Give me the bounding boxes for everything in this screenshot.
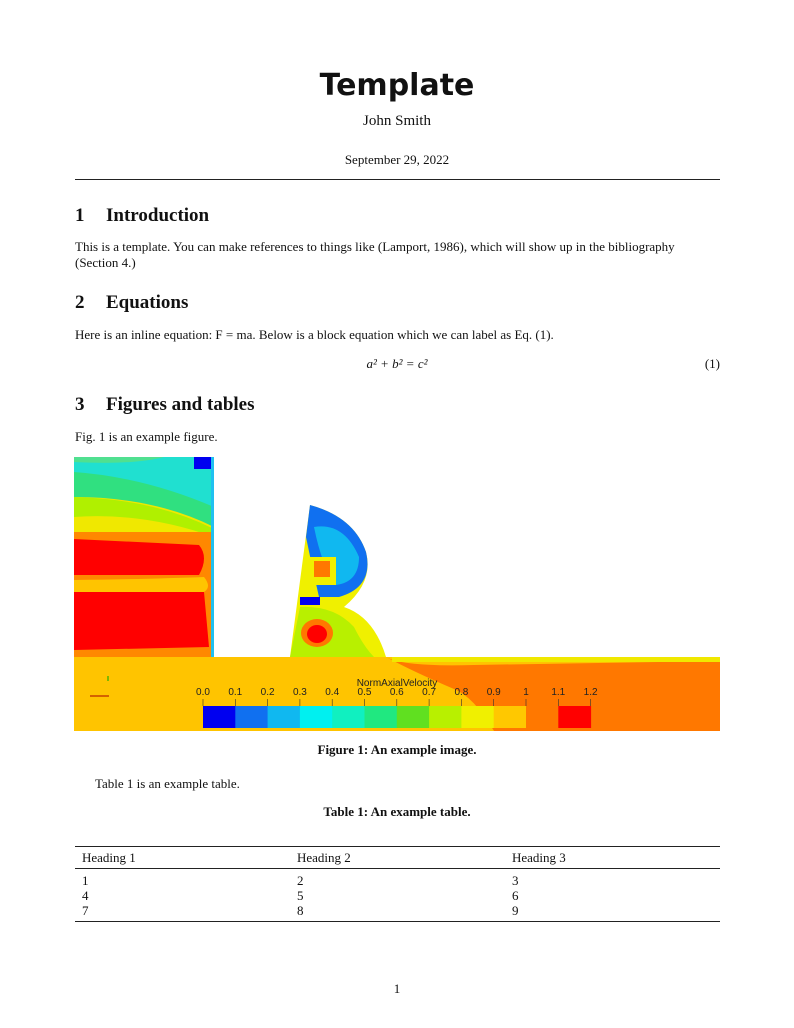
colorbar-tick-label: 0.7 bbox=[422, 687, 436, 698]
table-top-rule bbox=[75, 846, 720, 848]
table-cell: 9 bbox=[512, 903, 519, 918]
colorbar-tick-label: 1.2 bbox=[584, 687, 598, 698]
colorbar-swatch bbox=[364, 706, 398, 728]
colorbar-tick-label: 0.1 bbox=[228, 687, 242, 698]
table-cell: 4 bbox=[82, 888, 89, 903]
table-cell: 6 bbox=[512, 888, 519, 903]
colorbar-swatch bbox=[332, 706, 365, 728]
colorbar-tick-label: 0.3 bbox=[293, 687, 307, 698]
date: September 29, 2022 bbox=[344, 152, 450, 167]
colorbar-swatch bbox=[493, 706, 527, 728]
flow-velocity-figure: NormAxialVelocity 0.0 0.1 0.2 0.3 0.4 0.5 0.6 0… bbox=[74, 457, 720, 731]
colorbar-tick-label: 0.8 bbox=[454, 687, 468, 698]
colorbar-tick-label: 0.5 bbox=[358, 687, 372, 698]
table-cell: 8 bbox=[297, 903, 304, 918]
table-cell: 1 bbox=[82, 873, 89, 888]
colorbar-tick-label: 0.4 bbox=[325, 687, 339, 698]
colorbar-swatch bbox=[299, 706, 333, 728]
colorbar-swatch bbox=[396, 706, 430, 728]
table-header: Heading 1 bbox=[82, 850, 136, 865]
table-cell: 2 bbox=[297, 873, 304, 888]
table-caption: Table 1: An example table. bbox=[323, 804, 471, 819]
colorbar-tick-label: 0.6 bbox=[390, 687, 404, 698]
colorbar-tick-label: 1 bbox=[523, 687, 529, 698]
table-cell: 7 bbox=[82, 903, 89, 918]
author: John Smith bbox=[363, 113, 431, 129]
colorbar-swatch bbox=[203, 706, 236, 728]
bulb-region bbox=[290, 505, 386, 657]
section-heading-figures: 3 Figures and tables bbox=[75, 394, 255, 415]
colorbar-swatch bbox=[526, 706, 559, 728]
page-number: 1 bbox=[393, 981, 401, 996]
intro-paragraph: This is a template. You can make referen… bbox=[75, 239, 675, 270]
table-header: Heading 3 bbox=[512, 850, 566, 865]
table-cell: 3 bbox=[512, 873, 519, 888]
block-equation: a² + b² = c² bbox=[366, 356, 428, 371]
colorbar-swatch bbox=[429, 706, 462, 728]
colorbar-tick-label: 0.0 bbox=[196, 687, 210, 698]
section-heading-equations: 2 Equations bbox=[75, 292, 189, 313]
table-mid-rule bbox=[75, 868, 720, 869]
table-paragraph: Table 1 is an example table. bbox=[95, 776, 240, 791]
section-heading-introduction: 1 Introduction bbox=[75, 205, 210, 226]
colorbar-tick-label: 0.9 bbox=[487, 687, 501, 698]
table-bottom-rule bbox=[75, 921, 720, 923]
equation-number: (1) bbox=[704, 356, 720, 371]
figures-paragraph: Fig. 1 is an example figure. bbox=[75, 429, 218, 444]
colorbar-tick-label: 1.1 bbox=[551, 687, 565, 698]
equations-paragraph: Here is an inline equation: F = ma. Belo… bbox=[75, 327, 554, 342]
figure-caption: Figure 1: An example image. bbox=[317, 742, 477, 757]
colorbar-title: NormAxialVelocity bbox=[357, 678, 438, 689]
colorbar-swatch bbox=[267, 706, 301, 728]
left-inlet-region bbox=[74, 457, 214, 657]
table-header: Heading 2 bbox=[297, 850, 351, 865]
title-rule bbox=[75, 179, 720, 180]
document-title: Template bbox=[319, 68, 475, 103]
table-cell: 5 bbox=[297, 888, 304, 903]
colorbar-swatch bbox=[558, 706, 592, 728]
colorbar-swatch bbox=[461, 706, 495, 728]
colorbar-tick-label: 0.2 bbox=[261, 687, 275, 698]
colorbar-swatch bbox=[235, 706, 269, 728]
